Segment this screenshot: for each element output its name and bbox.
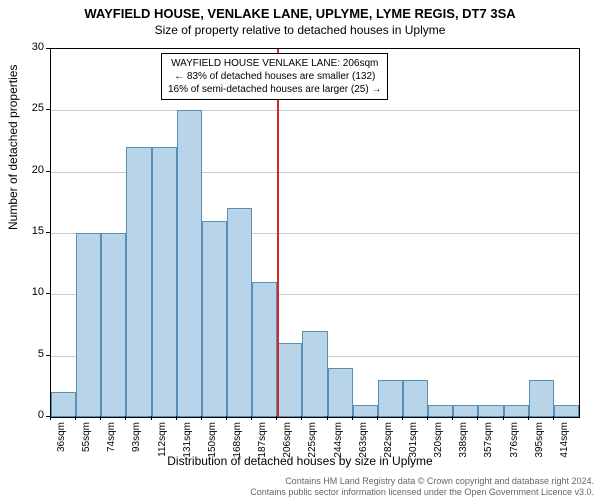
histogram-bar [252,282,277,417]
histogram-bar [403,380,428,417]
annotation-line-3: 16% of semi-detached houses are larger (… [168,84,381,95]
y-tick-mark [46,48,50,49]
y-tick-label: 10 [0,286,44,298]
y-tick-label: 15 [0,225,44,237]
x-tick-mark [251,416,252,420]
x-tick-mark [327,416,328,420]
footer-attribution: Contains HM Land Registry data © Crown c… [250,476,594,498]
y-tick-label: 5 [0,348,44,360]
x-axis-label: Distribution of detached houses by size … [0,454,600,468]
x-tick-mark [176,416,177,420]
histogram-bar [202,221,227,417]
x-tick-mark [352,416,353,420]
y-tick-label: 0 [0,409,44,421]
x-tick-mark [528,416,529,420]
histogram-bar [453,405,478,417]
y-tick-mark [46,232,50,233]
y-tick-mark [46,109,50,110]
histogram-bar [76,233,101,417]
x-tick-mark [151,416,152,420]
x-tick-mark [452,416,453,420]
gridline [51,110,579,111]
histogram-bar [328,368,353,417]
x-tick-mark [402,416,403,420]
x-tick-mark [226,416,227,420]
x-tick-mark [125,416,126,420]
histogram-bar [504,405,529,417]
x-tick-mark [100,416,101,420]
footer-line-2: Contains public sector information licen… [250,487,594,497]
y-tick-label: 30 [0,41,44,53]
x-tick-mark [553,416,554,420]
histogram-bar [126,147,151,417]
y-tick-mark [46,293,50,294]
x-tick-mark [50,416,51,420]
histogram-bar [277,343,302,417]
x-tick-mark [201,416,202,420]
x-tick-mark [276,416,277,420]
annotation-box: WAYFIELD HOUSE VENLAKE LANE: 206sqm ← 83%… [161,53,388,100]
histogram-bar [152,147,177,417]
histogram-bar [227,208,252,417]
x-tick-mark [477,416,478,420]
histogram-bar [353,405,378,417]
plot-area: WAYFIELD HOUSE VENLAKE LANE: 206sqm ← 83%… [50,48,580,418]
marker-line [277,49,279,417]
y-tick-label: 25 [0,102,44,114]
footer-line-1: Contains HM Land Registry data © Crown c… [285,476,594,486]
histogram-bar [302,331,327,417]
y-tick-mark [46,171,50,172]
chart-container: WAYFIELD HOUSE, VENLAKE LANE, UPLYME, LY… [0,0,600,500]
x-tick-mark [75,416,76,420]
histogram-bar [378,380,403,417]
y-tick-label: 20 [0,164,44,176]
y-axis-label: Number of detached properties [6,65,20,230]
histogram-bar [529,380,554,417]
x-tick-mark [503,416,504,420]
histogram-bar [554,405,579,417]
histogram-bar [177,110,202,417]
x-tick-mark [377,416,378,420]
annotation-line-1: WAYFIELD HOUSE VENLAKE LANE: 206sqm [171,58,378,69]
y-tick-mark [46,355,50,356]
chart-title-main: WAYFIELD HOUSE, VENLAKE LANE, UPLYME, LY… [0,0,600,21]
histogram-bar [101,233,126,417]
chart-title-sub: Size of property relative to detached ho… [0,21,600,37]
x-tick-mark [427,416,428,420]
histogram-bar [478,405,503,417]
histogram-bar [428,405,453,417]
x-tick-mark [301,416,302,420]
histogram-bar [51,392,76,417]
annotation-line-2: ← 83% of detached houses are smaller (13… [174,71,375,82]
